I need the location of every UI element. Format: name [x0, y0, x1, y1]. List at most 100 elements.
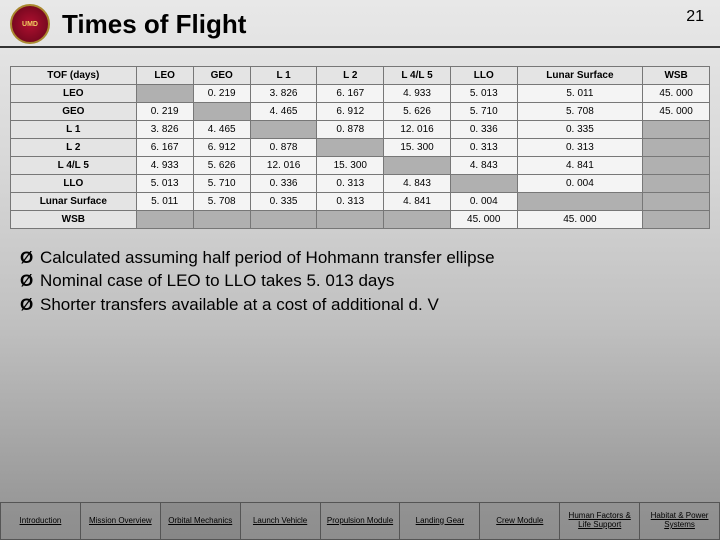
- table-cell: 6. 912: [193, 139, 250, 157]
- table-cell: [317, 139, 384, 157]
- row-header: L 1: [11, 121, 137, 139]
- table-cell: [643, 193, 710, 211]
- nav-item[interactable]: Mission Overview: [80, 502, 160, 540]
- table-cell: 5. 626: [193, 157, 250, 175]
- table-cell: 5. 626: [384, 103, 451, 121]
- page-title: Times of Flight: [50, 9, 686, 40]
- table-cell: 4. 933: [136, 157, 193, 175]
- nav-item[interactable]: Launch Vehicle: [240, 502, 320, 540]
- table-cell: 0. 004: [517, 175, 643, 193]
- table-cell: 0. 313: [317, 193, 384, 211]
- row-header: GEO: [11, 103, 137, 121]
- table-cell: 4. 841: [384, 193, 451, 211]
- table-cell: 45. 000: [643, 103, 710, 121]
- table-cell: 5. 708: [517, 103, 643, 121]
- col-header: L 1: [250, 67, 317, 85]
- table-cell: 15. 300: [317, 157, 384, 175]
- nav-item[interactable]: Introduction: [0, 502, 80, 540]
- nav-item[interactable]: Landing Gear: [399, 502, 479, 540]
- table-cell: 0. 004: [450, 193, 517, 211]
- table-cell: 6. 912: [317, 103, 384, 121]
- table-cell: [643, 157, 710, 175]
- table-cell: 4. 933: [384, 85, 451, 103]
- table-cell: 0. 313: [450, 139, 517, 157]
- row-header: LLO: [11, 175, 137, 193]
- bullet-icon: Ø: [20, 294, 40, 315]
- row-header: LEO: [11, 85, 137, 103]
- table-cell: [250, 121, 317, 139]
- table-cell: 12. 016: [250, 157, 317, 175]
- table-cell: 15. 300: [384, 139, 451, 157]
- table-cell: 0. 335: [250, 193, 317, 211]
- bullet-list: ØCalculated assuming half period of Hohm…: [0, 237, 720, 315]
- table-cell: [136, 85, 193, 103]
- row-header: Lunar Surface: [11, 193, 137, 211]
- university-logo: UMD: [10, 4, 50, 44]
- table-cell: 5. 011: [136, 193, 193, 211]
- bullet-icon: Ø: [20, 247, 40, 268]
- row-header: L 2: [11, 139, 137, 157]
- table-cell: 5. 013: [450, 85, 517, 103]
- nav-bar: IntroductionMission OverviewOrbital Mech…: [0, 502, 720, 540]
- col-header: L 2: [317, 67, 384, 85]
- table-cell: 5. 710: [450, 103, 517, 121]
- table-corner: TOF (days): [11, 67, 137, 85]
- table-cell: 0. 336: [250, 175, 317, 193]
- table-cell: [643, 121, 710, 139]
- table-cell: 5. 013: [136, 175, 193, 193]
- table-cell: [517, 193, 643, 211]
- table-cell: 4. 465: [250, 103, 317, 121]
- table-cell: 0. 219: [136, 103, 193, 121]
- table-cell: 3. 826: [136, 121, 193, 139]
- table-cell: 5. 710: [193, 175, 250, 193]
- table-cell: 45. 000: [450, 211, 517, 229]
- nav-item[interactable]: Habitat & Power Systems: [639, 502, 720, 540]
- nav-item[interactable]: Human Factors & Life Support: [559, 502, 639, 540]
- table-cell: 4. 841: [517, 157, 643, 175]
- table-cell: 4. 843: [384, 175, 451, 193]
- table-cell: 5. 011: [517, 85, 643, 103]
- col-header: LLO: [450, 67, 517, 85]
- table-cell: 0. 878: [317, 121, 384, 139]
- col-header: L 4/L 5: [384, 67, 451, 85]
- bullet-text: Calculated assuming half period of Hohma…: [40, 247, 495, 268]
- table-cell: 12. 016: [384, 121, 451, 139]
- col-header: LEO: [136, 67, 193, 85]
- col-header: WSB: [643, 67, 710, 85]
- col-header: Lunar Surface: [517, 67, 643, 85]
- table-cell: [136, 211, 193, 229]
- page-number: 21: [686, 4, 710, 26]
- table-cell: [384, 211, 451, 229]
- nav-item[interactable]: Crew Module: [479, 502, 559, 540]
- nav-item[interactable]: Propulsion Module: [320, 502, 400, 540]
- table-cell: 4. 465: [193, 121, 250, 139]
- table-cell: [450, 175, 517, 193]
- row-header: WSB: [11, 211, 137, 229]
- nav-item[interactable]: Orbital Mechanics: [160, 502, 240, 540]
- table-cell: [643, 139, 710, 157]
- table-cell: 0. 313: [317, 175, 384, 193]
- table-cell: [317, 211, 384, 229]
- table-cell: [643, 211, 710, 229]
- table-cell: [250, 211, 317, 229]
- table-cell: 0. 219: [193, 85, 250, 103]
- table-cell: 0. 878: [250, 139, 317, 157]
- bullet-icon: Ø: [20, 270, 40, 291]
- bullet-text: Nominal case of LEO to LLO takes 5. 013 …: [40, 270, 394, 291]
- tof-table: TOF (days)LEOGEOL 1L 2L 4/L 5LLOLunar Su…: [10, 66, 710, 229]
- table-cell: 0. 313: [517, 139, 643, 157]
- table-cell: 45. 000: [517, 211, 643, 229]
- table-cell: 0. 336: [450, 121, 517, 139]
- table-cell: [193, 211, 250, 229]
- row-header: L 4/L 5: [11, 157, 137, 175]
- table-cell: [193, 103, 250, 121]
- table-cell: 3. 826: [250, 85, 317, 103]
- col-header: GEO: [193, 67, 250, 85]
- table-cell: [643, 175, 710, 193]
- table-cell: 6. 167: [136, 139, 193, 157]
- table-cell: 6. 167: [317, 85, 384, 103]
- table-cell: 4. 843: [450, 157, 517, 175]
- bullet-text: Shorter transfers available at a cost of…: [40, 294, 439, 315]
- table-cell: 5. 708: [193, 193, 250, 211]
- table-cell: [384, 157, 451, 175]
